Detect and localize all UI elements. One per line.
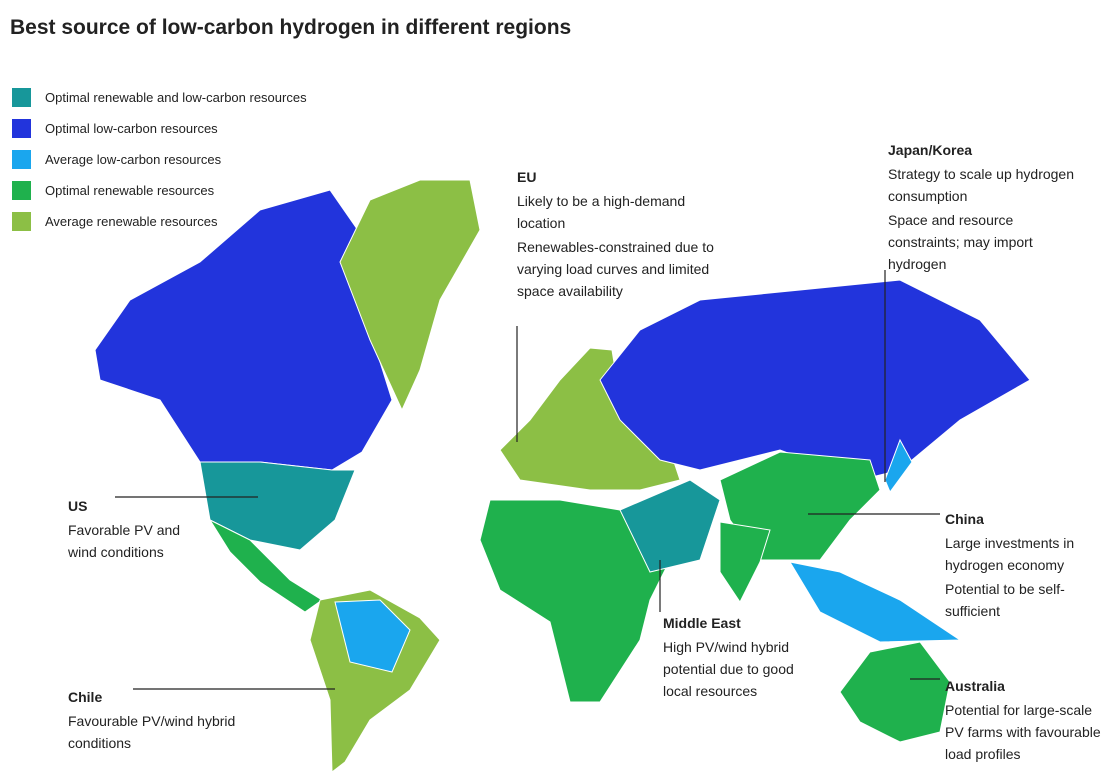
legend-item: Average renewable resources: [12, 211, 217, 231]
region-text: Favourable PV/wind hybrid conditions: [68, 713, 236, 751]
region-name: Middle East: [663, 615, 741, 631]
region-text: Renewables-constrained due to varying lo…: [517, 239, 714, 299]
legend-item: Optimal low-carbon resources: [12, 118, 218, 138]
region-text: Strategy to scale up hydrogen consumptio…: [888, 166, 1075, 204]
legend-swatch: [12, 87, 31, 107]
region-note: Middle East High PV/wind hybrid potential…: [663, 612, 813, 702]
legend-swatch: [12, 211, 31, 231]
legend-label: Average low-carbon resources: [45, 151, 222, 167]
region-name: Australia: [945, 678, 1005, 694]
amazon: [334, 599, 411, 673]
region-note: US Favorable PV and wind conditions: [68, 495, 188, 563]
japan: [884, 438, 913, 494]
legend-swatch: [12, 118, 31, 138]
legend-item: Optimal renewable resources: [12, 180, 214, 200]
region-text: Potential for large-scale PV farms with …: [945, 702, 1101, 762]
region-text: Likely to be a high-demand location: [517, 193, 686, 231]
region-name: Japan/Korea: [888, 142, 973, 158]
africa: [479, 499, 681, 703]
legend-item: Optimal renewable and low-carbon resourc…: [12, 87, 307, 107]
legend-swatch: [12, 149, 31, 169]
middle-east: [619, 479, 721, 573]
region-text: Potential to be self-sufficient: [945, 581, 1065, 619]
region-text: Favorable PV and wind conditions: [68, 522, 181, 560]
australia: [839, 641, 951, 743]
greenland: [339, 179, 481, 412]
region-name: Chile: [68, 689, 103, 705]
legend-label: Optimal low-carbon resources: [45, 120, 218, 136]
central-america: [208, 518, 323, 613]
southeast-asia: [788, 561, 962, 643]
title: Best source of low-carbon hydrogen in di…: [10, 16, 572, 39]
region-note: Japan/Korea Strategy to scale up hydrogen…: [888, 139, 1088, 275]
region-note: Chile Favourable PV/wind hybrid condition…: [68, 686, 248, 754]
region-name: US: [68, 498, 88, 514]
region-name: EU: [517, 169, 537, 185]
russia: [599, 279, 1031, 481]
legend-item: Average low-carbon resources: [12, 149, 221, 169]
legend-label: Optimal renewable resources: [45, 182, 215, 198]
canada: [94, 189, 393, 471]
legend-label: Optimal renewable and low-carbon resourc…: [45, 89, 307, 105]
region-text: Space and resource constraints; may impo…: [888, 212, 1033, 272]
legend-label: Average renewable resources: [45, 213, 218, 229]
region-name: China: [945, 511, 984, 527]
region-note: EU Likely to be a high-demand location Ren…: [517, 166, 732, 302]
region-text: Large investments in hydrogen economy: [945, 535, 1075, 573]
region-note: China Large investments in hydrogen econo…: [945, 508, 1115, 622]
region-text: High PV/wind hybrid potential due to goo…: [663, 639, 794, 699]
region-note: Australia Potential for large-scale PV fa…: [945, 675, 1110, 765]
india: [719, 521, 771, 603]
legend-swatch: [12, 180, 31, 200]
